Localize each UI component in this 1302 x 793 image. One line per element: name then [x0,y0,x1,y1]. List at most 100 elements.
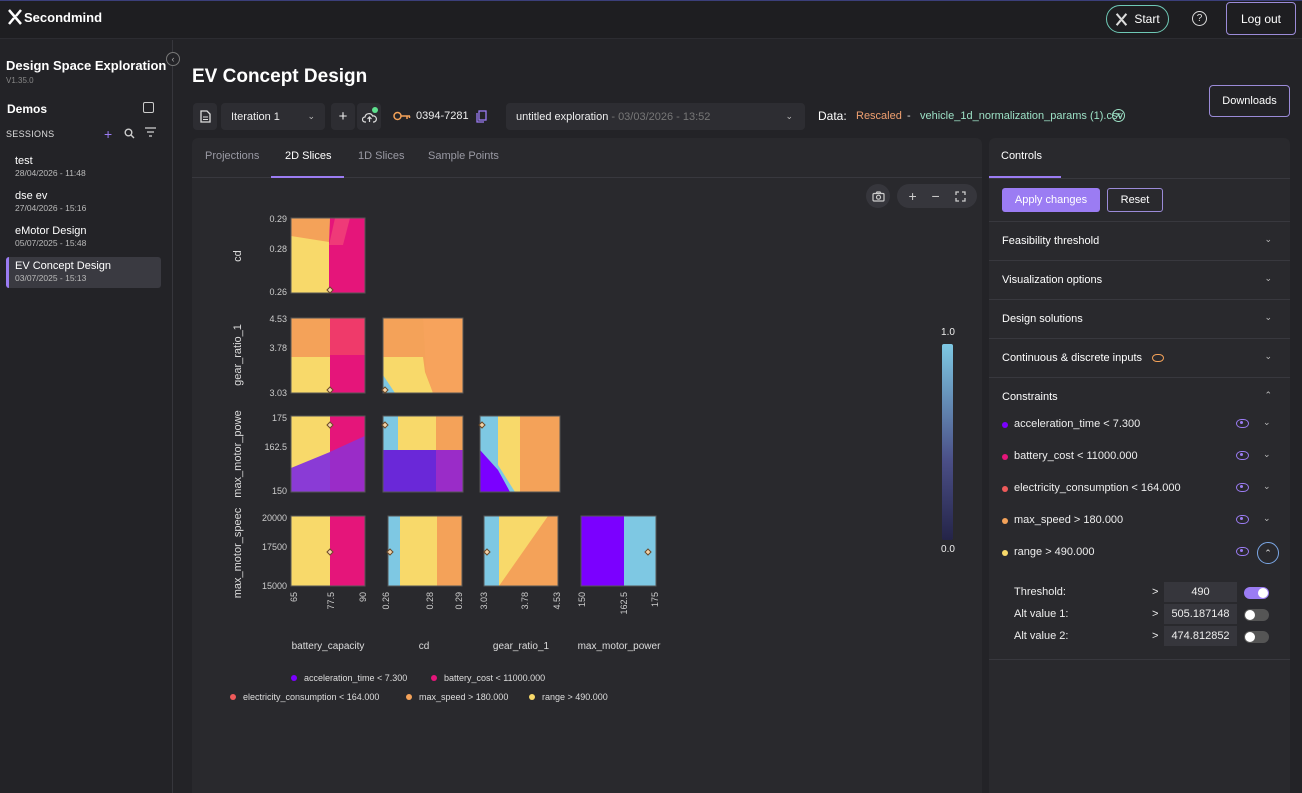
constraint-row[interactable]: acceleration_time < 7.300 ⌄ [1002,415,1282,435]
slice-max-motor-power-cd[interactable] [383,416,463,492]
section-label[interactable]: Constraints [1002,391,1058,403]
zoom-out-icon[interactable]: − [931,188,940,204]
threshold-input[interactable]: 490 [1164,582,1237,602]
eye-icon[interactable] [1236,515,1249,524]
legend-item[interactable]: range > 490.000 [542,692,608,702]
tab-1d-slices[interactable]: 1D Slices [358,150,405,162]
add-iteration-button[interactable]: + [331,103,355,130]
chevron-down-icon[interactable]: ⌄ [1263,417,1271,427]
demos-panel-icon[interactable] [143,102,154,113]
fullscreen-icon[interactable] [954,190,966,202]
slice-max-motor-power-battery-capacity[interactable] [291,416,365,492]
threshold-toggle[interactable] [1244,587,1269,599]
legend-swatch [291,675,297,681]
eye-icon[interactable] [1236,419,1249,428]
chevron-down-icon[interactable]: ⌄ [1263,481,1271,491]
screenshot-button[interactable] [866,184,890,208]
search-icon[interactable] [124,128,135,139]
apply-changes-button[interactable]: Apply changes [1002,188,1100,212]
chevron-up-icon[interactable]: ⌃ [1257,542,1279,564]
slice-gear-ratio-cd[interactable] [383,318,463,393]
y-tick-label: 162.5 [264,442,287,452]
eye-icon[interactable] [1152,354,1164,362]
legend-swatch [406,694,412,700]
iteration-select[interactable]: Iteration 1 ⌄ [221,103,325,130]
exploration-select[interactable]: untitled exploration - 03/03/2026 - 13:5… [506,103,805,130]
legend-item[interactable]: battery_cost < 11000.000 [444,673,545,683]
section-continuous-discrete-inputs[interactable]: Continuous & discrete inputs ⌄ [989,338,1290,377]
active-tab-indicator [989,176,1061,178]
filter-icon[interactable] [145,127,156,137]
constraint-row[interactable]: max_speed > 180.000 ⌄ [1002,511,1282,531]
secondmind-mark-icon [1116,12,1128,26]
alt-value-input[interactable]: 474.812852 [1164,626,1237,646]
section-visualization-options[interactable]: Visualization options ⌄ [989,260,1290,299]
tab-projections[interactable]: Projections [205,150,260,162]
session-item[interactable]: test 28/04/2026 - 11:48 [6,152,161,183]
chevron-down-icon: ⌄ [785,111,793,121]
session-item[interactable]: eMotor Design 05/07/2025 - 15:48 [6,222,161,253]
cloud-sync-button[interactable] [357,103,381,130]
session-item[interactable]: dse ev 27/04/2026 - 15:16 [6,187,161,218]
session-item-active[interactable]: EV Concept Design 03/07/2025 - 15:13 [6,257,161,288]
constraint-color-dot [1002,454,1008,460]
zoom-in-icon[interactable]: + [908,188,917,204]
add-session-icon[interactable]: + [104,126,113,142]
row-axis-label: max_motor_powe [232,410,244,497]
constraint-row-expanded[interactable]: range > 490.000 ⌃ [1002,542,1282,564]
sessions-heading: SESSIONS [6,129,55,139]
logout-button[interactable]: Log out [1226,2,1296,35]
alt-value-toggle[interactable] [1244,609,1269,621]
slice-gear-ratio-battery-capacity[interactable] [291,318,365,393]
legend-item[interactable]: electricity_consumption < 164.000 [243,692,379,702]
slice-max-motor-speed-max-motor-power[interactable] [581,516,656,586]
constraint-row[interactable]: electricity_consumption < 164.000 ⌄ [1002,479,1282,499]
legend-item[interactable]: max_speed > 180.000 [419,692,508,702]
chevron-down-icon[interactable]: ⌄ [1263,449,1271,459]
alt-value-toggle[interactable] [1244,631,1269,643]
alt-value-label: Alt value 2: [1014,630,1069,642]
slice-cd-battery-capacity[interactable] [291,218,365,293]
constraint-row[interactable]: battery_cost < 11000.000 ⌄ [1002,447,1282,467]
x-tick-label: 4.53 [552,592,562,610]
secondmind-logo[interactable]: Secondmind [8,9,102,25]
section-label: Continuous & discrete inputs [1002,352,1143,364]
constraint-color-dot [1002,486,1008,492]
legend-item[interactable]: acceleration_time < 7.300 [304,673,407,683]
session-date: 05/07/2025 - 15:48 [15,238,87,248]
start-button[interactable]: Start [1106,5,1169,33]
eye-icon[interactable] [1236,483,1249,492]
tab-sample-points[interactable]: Sample Points [428,150,499,162]
slice-max-motor-power-gear-ratio[interactable] [480,416,560,492]
constraint-label: range > 490.000 [1014,546,1095,558]
alt-value-input[interactable]: 505.187148 [1164,604,1237,624]
remove-file-icon[interactable]: ✕ [1112,109,1125,122]
section-design-solutions[interactable]: Design solutions ⌄ [989,299,1290,338]
collapse-sidebar-icon[interactable]: ‹ [166,52,180,66]
slice-max-motor-speed-cd[interactable] [388,516,462,586]
tab-2d-slices[interactable]: 2D Slices [285,150,332,162]
chevron-up-icon[interactable]: ⌃ [1264,390,1272,400]
x-tick-label: 77.5 [326,592,336,610]
sync-status-dot [372,107,378,113]
slice-max-motor-speed-gear-ratio[interactable] [484,516,558,586]
chevron-down-icon: ⌄ [1264,351,1272,361]
design-point-markers[interactable] [326,286,652,556]
x-tick-label: 0.29 [454,592,464,610]
section-feasibility-threshold[interactable]: Feasibility threshold ⌄ [989,221,1290,260]
document-button[interactable] [193,103,217,130]
chevron-down-icon[interactable]: ⌄ [1263,513,1271,523]
tab-controls[interactable]: Controls [1001,150,1042,162]
downloads-button[interactable]: Downloads [1209,85,1290,117]
threshold-label: Threshold: [1014,586,1066,598]
eye-icon[interactable] [1236,547,1249,556]
slice-max-motor-speed-battery-capacity[interactable] [291,516,365,586]
alt-value-operator: > [1152,630,1159,642]
data-file-name[interactable]: vehicle_1d_normalization_params (1).csv [920,110,1123,122]
copy-icon[interactable] [476,110,487,123]
help-icon[interactable]: ? [1192,11,1207,26]
secondmind-logo-icon [8,9,22,25]
eye-icon[interactable] [1236,451,1249,460]
reset-button[interactable]: Reset [1107,188,1163,212]
y-tick-label: 0.28 [269,244,287,254]
